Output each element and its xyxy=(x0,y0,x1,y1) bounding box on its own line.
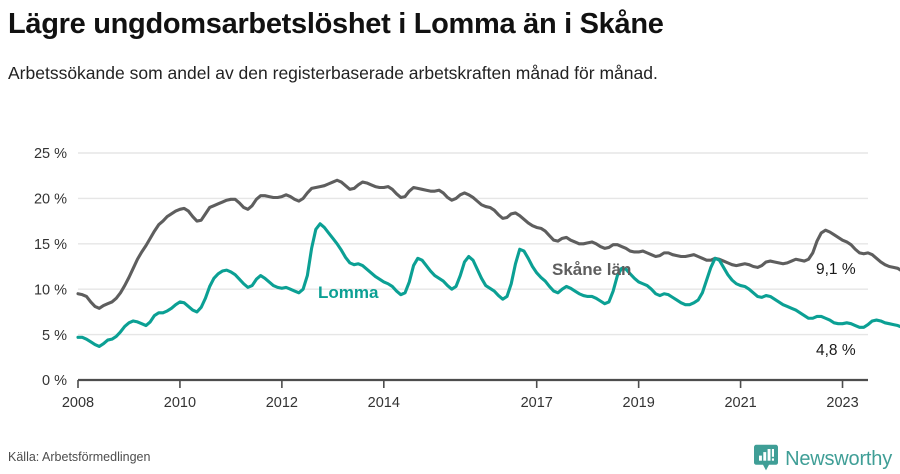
brand-lockup: Newsworthy xyxy=(754,444,892,473)
y-axis-tick-label: 0 % xyxy=(42,373,67,389)
y-axis-tick-label: 15 % xyxy=(34,237,67,253)
line-chart: 0 % 5 % 10 % 15 % 20 % 25 % 2008 2010 2012 2014 2… xyxy=(0,132,900,420)
gridlines-group xyxy=(78,152,868,336)
x-axis-tick-label: 2017 xyxy=(521,395,553,411)
y-axis-tick-label: 5 % xyxy=(42,328,67,344)
series-lines-group xyxy=(76,178,900,348)
x-axis-labels-group: 2008 2010 2012 2014 2017 2019 2021 2023 xyxy=(62,395,859,411)
brand-name: Newsworthy xyxy=(785,447,892,470)
x-axis-group xyxy=(77,378,868,388)
x-axis-tick-label: 2023 xyxy=(826,395,858,411)
source-credit: Källa: Arbetsförmedlingen xyxy=(8,450,151,464)
lomma-end-value-label: 4,8 % xyxy=(816,342,856,359)
x-axis-tick-label: 2014 xyxy=(368,395,400,411)
y-axis-tick-label: 20 % xyxy=(34,192,67,208)
x-axis-tick-label: 2021 xyxy=(724,395,756,411)
y-axis-labels-group: 0 % 5 % 10 % 15 % 20 % 25 % xyxy=(34,146,67,389)
page-title: Lägre ungdomsarbetslöshet i Lomma än i S… xyxy=(8,8,664,40)
series-end-value-labels-group: 9,1 % 4,8 % xyxy=(816,261,856,359)
bar-chart-bubble-icon xyxy=(754,444,779,471)
x-axis-tick-label: 2010 xyxy=(164,395,196,411)
y-axis-tick-label: 10 % xyxy=(34,282,67,298)
x-axis-tick-label: 2012 xyxy=(266,395,298,411)
series-inline-labels-group: Lomma Skåne län xyxy=(318,260,631,302)
series-line xyxy=(76,178,900,310)
series-line xyxy=(76,222,900,348)
skane-end-value-label: 9,1 % xyxy=(816,261,856,278)
page-subtitle: Arbetssökande som andel av den registerb… xyxy=(8,63,658,83)
x-axis-tick-label: 2019 xyxy=(623,395,655,411)
skane-series-label: Skåne län xyxy=(552,260,631,279)
chart-svg: 0 %5 %10 %15 %20 %25 % 2008 2010 2012 2014 2… xyxy=(34,146,900,411)
lomma-series-label: Lomma xyxy=(318,283,379,302)
x-axis-tick-label: 2008 xyxy=(62,395,94,411)
y-axis-tick-label: 25 % xyxy=(34,146,67,162)
